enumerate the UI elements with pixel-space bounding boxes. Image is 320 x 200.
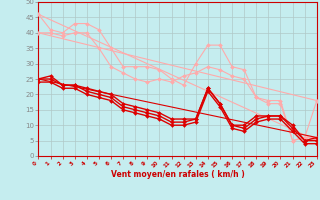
X-axis label: Vent moyen/en rafales ( km/h ): Vent moyen/en rafales ( km/h ) xyxy=(111,170,244,179)
